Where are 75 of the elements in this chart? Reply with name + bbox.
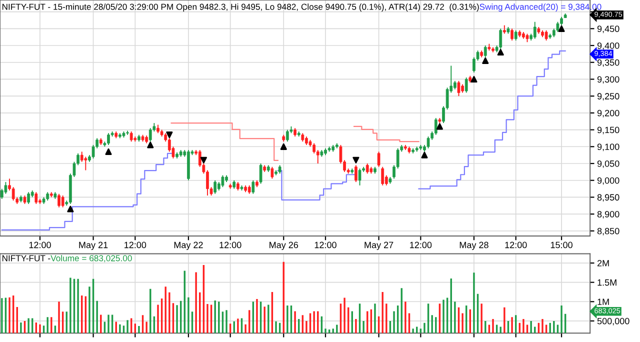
point	[558, 25, 565, 32]
y-tick-label: 500,000	[597, 318, 630, 326]
y-tick-label: 9,400	[597, 42, 620, 50]
candlestick	[34, 192, 38, 204]
x-tick-label: 12:00	[29, 242, 51, 248]
x-tick-label: May 21	[79, 242, 108, 250]
point	[421, 152, 428, 158]
candlestick	[544, 30, 548, 41]
x-tick-label: May 27	[364, 242, 394, 250]
y-tick-label: 9,050	[597, 160, 620, 168]
candlestick	[252, 180, 255, 194]
candlestick	[61, 195, 64, 208]
y-tick-label: 1M	[598, 298, 609, 305]
x-tick-label: May 26	[270, 242, 298, 250]
point	[436, 123, 443, 130]
x-tick-label: 12:00	[220, 242, 242, 248]
x-tick-label: May 22	[174, 242, 203, 250]
candlestick	[27, 192, 30, 204]
x-tick-label: 15:00	[550, 242, 572, 248]
candlestick	[107, 132, 110, 146]
x-tick-label: 12:00	[410, 242, 432, 248]
candlestick	[377, 151, 380, 168]
y-tick-label: 9,250	[597, 93, 620, 101]
y-tick-label: 9,000	[597, 177, 620, 185]
point	[200, 156, 207, 164]
candlestick	[556, 21, 560, 33]
candlestick	[221, 174, 224, 188]
y-tick-label: 9,450	[597, 26, 620, 34]
point	[147, 142, 154, 148]
y-tick-label: 9,100	[597, 144, 620, 152]
candlestick	[457, 80, 460, 97]
candlestick	[214, 180, 217, 194]
candlestick	[130, 130, 133, 142]
chart-title: NIFTY-FUT -	[2, 255, 50, 262]
candlestick	[358, 168, 362, 186]
y-tick-label: 8,850	[597, 228, 620, 236]
candlestick	[259, 163, 262, 184]
point	[105, 148, 112, 155]
candlestick	[510, 28, 514, 41]
candlestick	[366, 163, 369, 174]
point	[482, 57, 489, 64]
y-tick-label: 1.5M	[598, 279, 616, 286]
point	[166, 132, 173, 138]
y-tick-label: 9,200	[597, 110, 620, 118]
candlestick	[354, 164, 358, 183]
candlestick	[499, 28, 502, 50]
point	[497, 48, 504, 56]
candlestick	[58, 193, 60, 208]
chart-subtitle: Volume = 683,025.00	[50, 254, 132, 262]
candlestick	[381, 166, 384, 186]
y-tick-label: 8,900	[597, 211, 620, 218]
candlestick	[464, 77, 468, 94]
candlestick	[286, 129, 289, 142]
candlestick	[12, 186, 15, 202]
x-tick-label: 12:00	[505, 242, 527, 248]
candlestick	[434, 118, 438, 136]
x-tick-label: May 28	[460, 242, 488, 250]
y-tick-label: 8,950	[597, 194, 620, 202]
candlestick	[484, 45, 487, 58]
y-tick-label: 9,150	[597, 126, 620, 134]
point	[470, 76, 478, 83]
point	[67, 206, 74, 212]
point	[280, 143, 287, 150]
y-tick-label: 2M	[597, 260, 609, 266]
candlestick	[514, 30, 518, 41]
candlestick	[312, 142, 316, 154]
x-tick-label: 12:00	[124, 242, 146, 248]
candlestick	[270, 166, 274, 180]
chart-title: NIFTY-FUT - 15-minute 28/05/20 3:29:00 PM Open 9482.3, Hi 9495, Lo 9482, Close 9490.75 (0.1%), ATR(14) 29.72 (0.31%)	[2, 4, 479, 12]
point	[352, 156, 360, 164]
y-tick-label: 9,350	[597, 59, 620, 67]
y-tick-label: 9,300	[597, 76, 620, 84]
x-tick-label: 12:00	[314, 242, 336, 248]
candlestick	[84, 156, 88, 171]
candlestick	[533, 21, 536, 40]
